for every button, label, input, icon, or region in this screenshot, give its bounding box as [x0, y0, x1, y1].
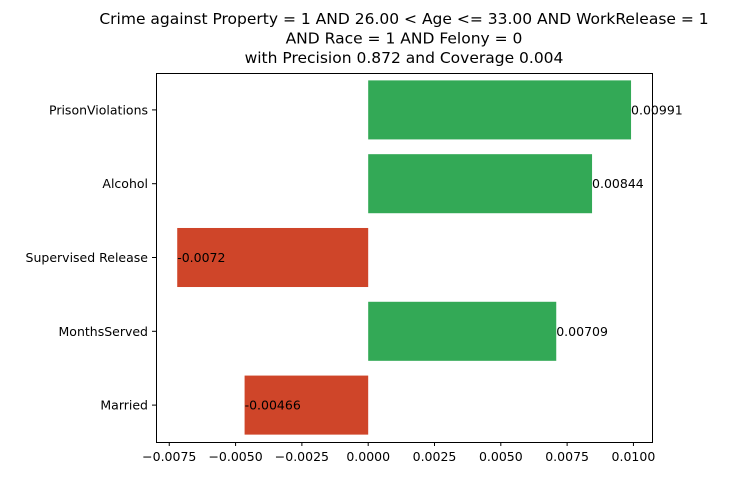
bar-married — [244, 375, 369, 435]
bars — [177, 80, 632, 435]
bar-value-labels: 0.00991 0.00844 -0.0072 0.00709 -0.00466 — [177, 102, 683, 412]
y-tick-label: Alcohol — [102, 176, 148, 191]
title-line-3: with Precision 0.872 and Coverage 0.004 — [245, 49, 564, 67]
bar-alcohol — [368, 154, 593, 214]
x-tick-label: 0.0000 — [346, 449, 390, 464]
bar-prisonviolations — [368, 80, 632, 140]
chart-title: Crime against Property = 1 AND 26.00 < A… — [99, 10, 708, 67]
plot-frame — [156, 73, 653, 443]
bar-value-label: 0.00709 — [556, 324, 608, 339]
y-tick-label: MonthsServed — [59, 324, 148, 339]
x-tick-label: −0.0025 — [275, 449, 329, 464]
y-tick-label: Supervised Release — [26, 250, 149, 265]
x-tick-label: −0.0050 — [208, 449, 262, 464]
y-tick-label: Married — [100, 398, 148, 413]
x-tick-label: 0.0075 — [545, 449, 589, 464]
bar-monthsserved — [368, 301, 557, 361]
bar-supervised-release — [177, 227, 369, 288]
bar-value-label: 0.00991 — [631, 102, 683, 117]
y-axis-ticks: PrisonViolations Alcohol Supervised Releas… — [26, 102, 156, 413]
y-tick-label: PrisonViolations — [49, 102, 148, 117]
bar-value-label: -0.00466 — [245, 398, 301, 413]
title-line-1: Crime against Property = 1 AND 26.00 < A… — [99, 10, 708, 28]
x-axis-ticks: −0.0075 −0.0050 −0.0025 0.0000 0.0025 0.0050 0… — [142, 442, 655, 464]
x-tick-label: −0.0075 — [142, 449, 196, 464]
x-tick-label: 0.0025 — [413, 449, 457, 464]
x-tick-label: 0.0100 — [612, 449, 656, 464]
bar-value-label: 0.00844 — [592, 176, 644, 191]
title-line-2: AND Race = 1 AND Felony = 0 — [286, 30, 523, 48]
x-tick-label: 0.0050 — [479, 449, 523, 464]
bar-value-label: -0.0072 — [177, 250, 225, 265]
